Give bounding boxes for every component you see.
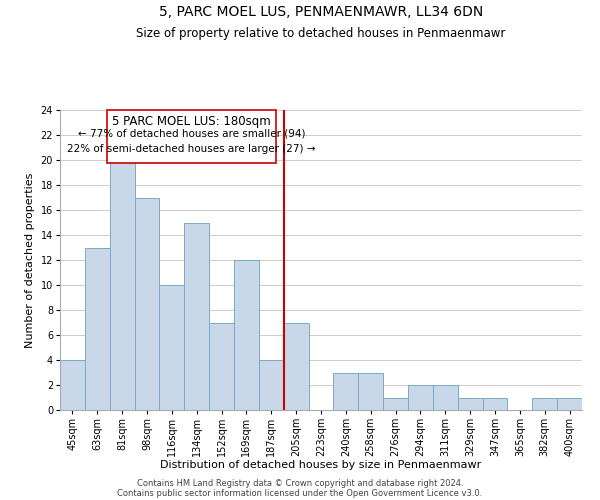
Bar — [85, 248, 110, 410]
FancyBboxPatch shape — [107, 110, 276, 162]
Text: Contains public sector information licensed under the Open Government Licence v3: Contains public sector information licen… — [118, 488, 482, 498]
Bar — [532, 398, 557, 410]
Text: 5 PARC MOEL LUS: 180sqm: 5 PARC MOEL LUS: 180sqm — [112, 115, 271, 128]
Bar — [259, 360, 284, 410]
Text: 22% of semi-detached houses are larger (27) →: 22% of semi-detached houses are larger (… — [67, 144, 316, 154]
Bar — [234, 260, 259, 410]
Text: Contains HM Land Registry data © Crown copyright and database right 2024.: Contains HM Land Registry data © Crown c… — [137, 478, 463, 488]
Bar — [160, 285, 184, 410]
Text: Size of property relative to detached houses in Penmaenmawr: Size of property relative to detached ho… — [136, 28, 506, 40]
Bar — [408, 385, 433, 410]
Bar — [284, 322, 308, 410]
Bar — [134, 198, 160, 410]
Bar — [433, 385, 458, 410]
Bar — [482, 398, 508, 410]
Bar — [557, 398, 582, 410]
Bar — [110, 160, 134, 410]
Y-axis label: Number of detached properties: Number of detached properties — [25, 172, 35, 348]
Bar — [334, 372, 358, 410]
Bar — [209, 322, 234, 410]
Bar — [184, 222, 209, 410]
Bar — [60, 360, 85, 410]
Text: 5, PARC MOEL LUS, PENMAENMAWR, LL34 6DN: 5, PARC MOEL LUS, PENMAENMAWR, LL34 6DN — [159, 5, 483, 19]
Bar — [358, 372, 383, 410]
Text: ← 77% of detached houses are smaller (94): ← 77% of detached houses are smaller (94… — [78, 128, 305, 138]
Text: Distribution of detached houses by size in Penmaenmawr: Distribution of detached houses by size … — [160, 460, 482, 470]
Bar — [458, 398, 482, 410]
Bar — [383, 398, 408, 410]
